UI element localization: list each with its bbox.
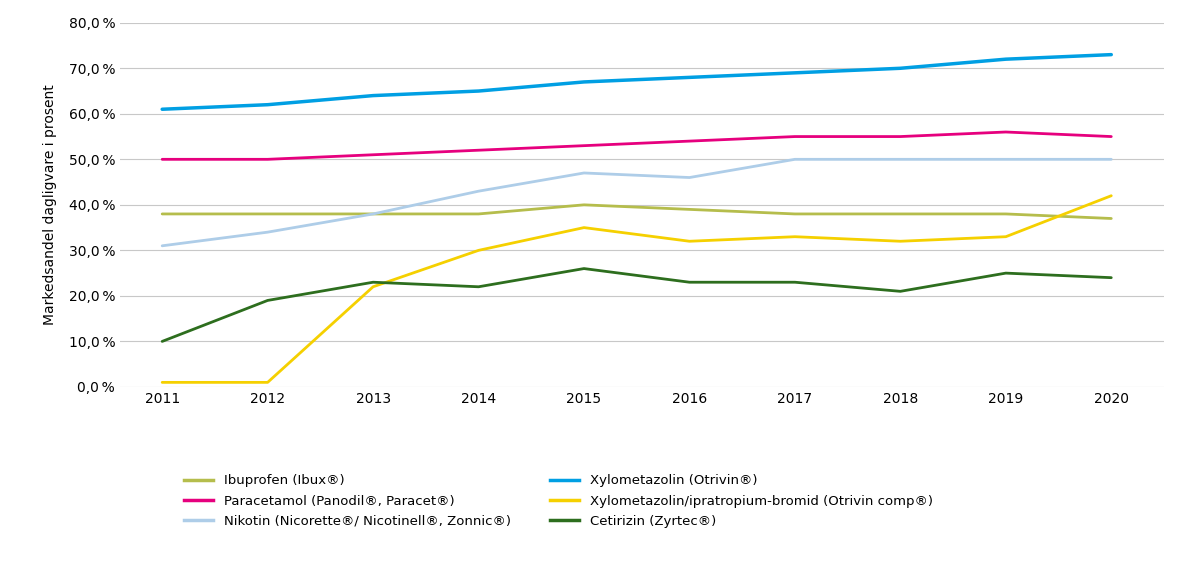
Y-axis label: Markedsandel dagligvare i prosent: Markedsandel dagligvare i prosent xyxy=(43,84,58,325)
Legend: Ibuprofen (Ibux®), Paracetamol (Panodil®, Paracet®), Nikotin (Nicorette®/ Nicoti: Ibuprofen (Ibux®), Paracetamol (Panodil®… xyxy=(179,469,938,533)
